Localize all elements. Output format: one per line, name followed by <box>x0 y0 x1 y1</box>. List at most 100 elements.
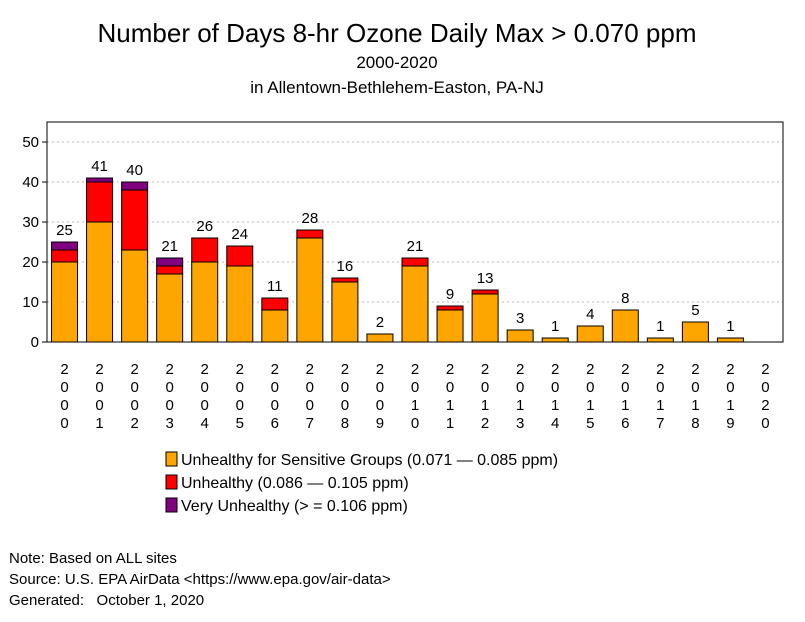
bar-2010-series-0 <box>401 265 429 343</box>
bar-2001-series-2 <box>86 177 114 183</box>
data-label-2005: 24 <box>231 226 248 243</box>
bar-2015-series-0 <box>576 325 604 343</box>
x-axis: 2 0 0 0 2 0 0 1 2 0 0 2 2 0 0 3 2 0 0 4 2 0 0 5 2 0 0 6 2 0 0 7 2 0 0 8 2 0 0 9… <box>60 361 769 432</box>
bar-2010-series-1 <box>401 257 429 267</box>
bar-2012-series-0 <box>471 293 499 343</box>
legend-swatch-2 <box>165 497 178 513</box>
bar-2018-series-0 <box>681 321 709 343</box>
bar-2002-series-1 <box>121 189 149 251</box>
y-tick-label-2: 20 <box>22 254 39 271</box>
data-labels: 25 41 40 21 26 24 11 28 16 2 21 9 13 3 1 4 8 1 5 1 <box>56 158 734 335</box>
y-axis: 0 10 20 30 40 50 <box>22 134 47 351</box>
data-label-2017: 1 <box>656 318 664 335</box>
data-label-2018: 5 <box>691 302 699 319</box>
bar-2002-series-2 <box>121 181 149 191</box>
bar-2008-series-1 <box>331 277 359 283</box>
bar-2011-series-0 <box>436 309 464 343</box>
data-label-2016: 8 <box>621 290 629 307</box>
bar-2005-series-1 <box>226 245 254 267</box>
data-label-2012: 13 <box>477 270 494 287</box>
data-label-2000: 25 <box>56 222 73 239</box>
plot-frame <box>46 121 784 343</box>
note-generated: Generated: October 1, 2020 <box>9 592 205 609</box>
ozone-chart: Number of Days 8-hr Ozone Daily Max > 0.… <box>22 18 784 515</box>
data-label-2007: 28 <box>302 210 319 227</box>
notes: Note: Based on ALL sites Source: U.S. EP… <box>9 548 391 611</box>
legend-label-0: Unhealthy for Sensitive Groups (0.071 — … <box>181 452 558 469</box>
legend-swatch-0 <box>165 451 178 467</box>
legend-label-2: Very Unhealthy (> = 0.106 ppm) <box>181 498 408 515</box>
data-label-2008: 16 <box>337 258 354 275</box>
data-label-2001: 41 <box>91 158 108 175</box>
bar-2004-series-1 <box>191 237 219 263</box>
bar-2004-series-0 <box>191 261 219 343</box>
data-label-2002: 40 <box>126 162 143 179</box>
bar-2007-series-0 <box>296 237 324 343</box>
data-label-2013: 3 <box>516 310 524 327</box>
data-label-2011: 9 <box>446 286 454 303</box>
data-label-2009: 2 <box>376 314 384 331</box>
bar-2001-series-0 <box>86 221 114 343</box>
bar-2001-series-1 <box>86 181 114 223</box>
bar-2014-series-0 <box>541 337 569 343</box>
bar-2012-series-1 <box>471 289 499 295</box>
data-label-2015: 4 <box>586 306 594 323</box>
bar-2000-series-2 <box>51 241 79 251</box>
legend-label-1: Unhealthy (0.086 — 0.105 ppm) <box>181 475 409 492</box>
data-label-2010: 21 <box>407 238 424 255</box>
chart-subtitle-location: in Allentown-Bethlehem-Easton, PA-NJ <box>250 78 544 97</box>
bar-2009-series-0 <box>366 333 394 343</box>
bar-2003-series-1 <box>156 265 184 275</box>
bar-2017-series-0 <box>646 337 674 343</box>
bar-2016-series-0 <box>611 309 639 343</box>
bar-2006-series-1 <box>261 297 289 311</box>
bar-2008-series-0 <box>331 281 359 343</box>
y-tick-label-3: 30 <box>22 214 39 231</box>
bar-2003-series-2 <box>156 257 184 267</box>
y-tick-label-5: 50 <box>22 134 39 151</box>
bar-2011-series-1 <box>436 305 464 311</box>
bar-2019-series-0 <box>716 337 744 343</box>
data-label-2004: 26 <box>196 218 213 235</box>
bar-2002-series-0 <box>121 249 149 343</box>
chart-title: Number of Days 8-hr Ozone Daily Max > 0.… <box>98 18 697 48</box>
chart-subtitle: 2000-2020 <box>356 53 437 72</box>
legend: Unhealthy for Sensitive Groups (0.071 — … <box>165 451 558 515</box>
note-source: Source: U.S. EPA AirData <https://www.ep… <box>9 571 391 588</box>
legend-swatch-1 <box>165 474 178 490</box>
note-sites: Note: Based on ALL sites <box>9 550 177 567</box>
bar-2003-series-0 <box>156 273 184 343</box>
bars <box>51 177 744 343</box>
bar-2000-series-0 <box>51 261 79 343</box>
bar-2005-series-0 <box>226 265 254 343</box>
bar-2013-series-0 <box>506 329 534 343</box>
data-label-2006: 11 <box>267 278 283 295</box>
bar-2007-series-1 <box>296 229 324 239</box>
y-tick-label-0: 0 <box>31 334 39 351</box>
y-tick-label-4: 40 <box>22 174 39 191</box>
data-label-2003: 21 <box>161 238 178 255</box>
bar-2000-series-1 <box>51 249 79 263</box>
data-label-2019: 1 <box>726 318 734 335</box>
y-tick-label-1: 10 <box>22 294 39 311</box>
bar-2006-series-0 <box>261 309 289 343</box>
data-label-2014: 1 <box>551 318 559 335</box>
